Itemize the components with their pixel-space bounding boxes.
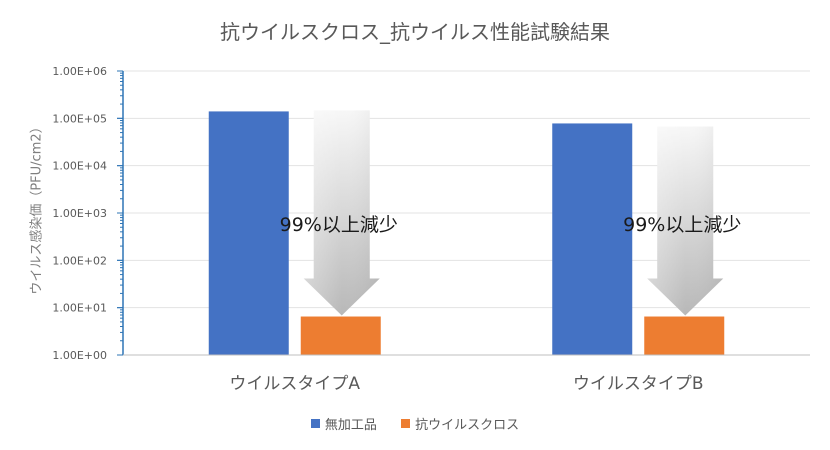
y-tick-label: 1.00E+00: [52, 349, 107, 362]
bar: [644, 316, 725, 355]
y-tick-label: 1.00E+01: [52, 302, 107, 315]
y-tick-label: 1.00E+02: [52, 254, 107, 267]
chart-title: 抗ウイルスクロス_抗ウイルス性能試験結果: [220, 20, 610, 44]
y-tick-label: 1.00E+03: [52, 207, 107, 220]
y-tick-label: 1.00E+05: [52, 112, 107, 125]
legend-item-series-2: 抗ウイルスクロス: [401, 414, 519, 433]
legend-swatch-series-1: [310, 419, 320, 428]
bar: [300, 316, 381, 355]
legend-item-series-1: 無加工品: [310, 414, 377, 433]
x-category-label: ウイルスタイプB: [573, 374, 704, 394]
legend: 無加工品 抗ウイルスクロス: [0, 414, 830, 433]
legend-swatch-series-2: [401, 419, 411, 428]
bar: [552, 123, 633, 355]
annotation-label: 99%以上減少: [623, 214, 741, 236]
x-category-label: ウイルスタイプA: [229, 374, 360, 394]
reduction-arrow-shade: [303, 110, 380, 316]
legend-label-series-1: 無加工品: [324, 418, 377, 433]
reduction-arrow-shade: [647, 126, 724, 316]
y-tick-label: 1.00E+04: [52, 160, 107, 173]
bar: [208, 111, 289, 356]
legend-label-series-2: 抗ウイルスクロス: [415, 418, 520, 433]
annotation-label: 99%以上減少: [280, 214, 398, 236]
y-tick-label: 1.00E+06: [52, 65, 107, 78]
